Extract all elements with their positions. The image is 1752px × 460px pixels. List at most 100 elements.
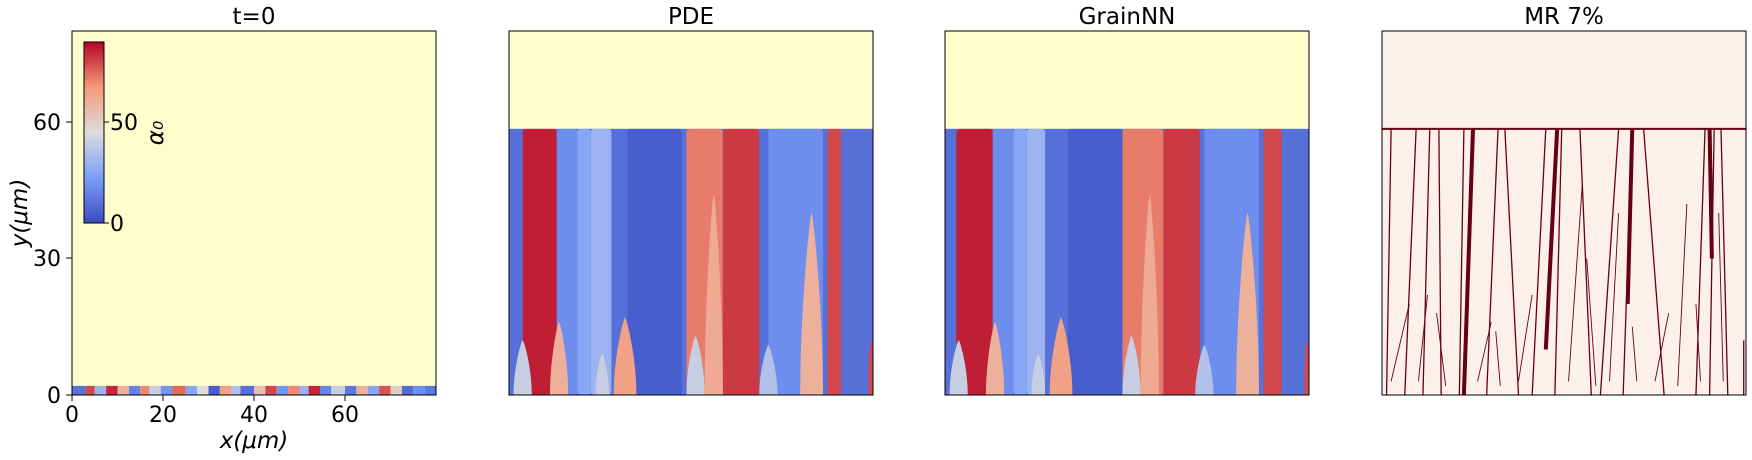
grain-spike bbox=[686, 335, 705, 395]
grain-spike bbox=[1236, 213, 1259, 395]
seed-grain bbox=[390, 385, 402, 395]
seed-grain bbox=[197, 385, 209, 395]
grain-branch bbox=[1390, 303, 1410, 382]
grain-branch bbox=[1477, 322, 1492, 382]
grain-spike bbox=[704, 194, 723, 395]
grain-boundary bbox=[1504, 128, 1520, 395]
grain-spike bbox=[549, 322, 569, 395]
grain-branch bbox=[1654, 313, 1670, 382]
seed-grain bbox=[140, 385, 150, 395]
panel-title: GrainNN bbox=[1079, 4, 1176, 30]
grain-spike bbox=[1031, 354, 1046, 395]
seed-grain bbox=[208, 385, 220, 395]
seed-grain bbox=[254, 385, 266, 395]
y-tick-label: 60 bbox=[33, 111, 61, 136]
grain-boundary-thick bbox=[1543, 128, 1560, 350]
seed-grain bbox=[413, 385, 425, 395]
grain-spike bbox=[800, 213, 823, 395]
grain-boundary bbox=[1708, 128, 1715, 395]
seed-grain bbox=[117, 385, 129, 395]
seed-grain bbox=[379, 385, 391, 395]
x-tick-label: 20 bbox=[149, 403, 177, 428]
panel-title: PDE bbox=[668, 4, 714, 30]
grain-boundary bbox=[1579, 128, 1592, 395]
y-tick-label: 30 bbox=[33, 247, 61, 272]
seed-grain bbox=[231, 385, 241, 395]
grain-column bbox=[992, 128, 1014, 395]
seed-grain bbox=[424, 385, 436, 395]
seed-grain bbox=[331, 385, 345, 395]
grain-branch bbox=[1718, 212, 1724, 382]
grain-column bbox=[956, 128, 993, 395]
x-tick-label: 0 bbox=[65, 403, 79, 428]
seed-grain bbox=[106, 385, 118, 395]
grain-spike bbox=[595, 354, 610, 395]
x-tick-label: 60 bbox=[331, 403, 359, 428]
grain-column bbox=[1026, 128, 1046, 395]
grain-boundary bbox=[1599, 128, 1620, 395]
grain-branch bbox=[1677, 203, 1688, 386]
seed-grain bbox=[94, 385, 107, 395]
grain-column bbox=[1163, 128, 1200, 395]
grain-boundary bbox=[1422, 128, 1431, 395]
seed-grain bbox=[172, 385, 186, 395]
grain-branch bbox=[1495, 331, 1501, 386]
seed-grain bbox=[160, 385, 173, 395]
grain-spike bbox=[613, 317, 637, 395]
grain-branch bbox=[1609, 212, 1620, 382]
colorbar-tick-label: 50 bbox=[110, 111, 138, 136]
panel-background bbox=[1382, 31, 1746, 395]
seed-grain bbox=[345, 385, 357, 395]
grain-boundary bbox=[1385, 128, 1392, 395]
grain-spike bbox=[513, 340, 532, 395]
grain-column bbox=[1013, 128, 1027, 395]
grain-spike bbox=[759, 344, 778, 395]
panel-mr: MR 7% bbox=[1381, 4, 1747, 396]
seed-grain bbox=[149, 385, 161, 395]
seed-grain bbox=[265, 385, 277, 395]
panel-t0: t=0 0 20 40 60 x(μm) 0 30 60 y(μm) bbox=[7, 4, 437, 454]
grain-column bbox=[590, 128, 612, 395]
y-axis: 0 30 60 y(μm) bbox=[7, 111, 72, 409]
grain-branch bbox=[1518, 294, 1533, 382]
y-axis-label: y(μm) bbox=[7, 179, 33, 249]
grain-spike bbox=[1140, 194, 1159, 395]
x-axis: 0 20 40 60 x(μm) bbox=[65, 395, 359, 454]
seed-grain bbox=[276, 385, 289, 395]
panel-grainnn: GrainNN bbox=[944, 4, 1310, 396]
seed-grain bbox=[319, 385, 332, 395]
grain-branch bbox=[1695, 303, 1701, 382]
grain-boundary bbox=[1404, 128, 1417, 395]
grain-boundary-thick bbox=[1625, 128, 1635, 305]
grain-field bbox=[945, 128, 1309, 395]
y-tick-label: 0 bbox=[47, 384, 61, 409]
grain-boundary bbox=[1720, 128, 1729, 395]
grain-boundary bbox=[1554, 128, 1563, 395]
x-axis-label: x(μm) bbox=[219, 428, 289, 454]
grain-spike bbox=[985, 322, 1005, 395]
grain-column bbox=[1067, 128, 1123, 395]
grain-branch bbox=[1417, 294, 1428, 382]
seed-grain bbox=[240, 385, 254, 395]
grain-column bbox=[577, 128, 591, 395]
grain-boundary-thick bbox=[1461, 128, 1475, 395]
seed-grain bbox=[356, 385, 368, 395]
grain-boundary bbox=[1458, 128, 1465, 395]
seed-grain bbox=[72, 385, 86, 395]
grain-branch bbox=[1631, 326, 1638, 382]
seed-grain bbox=[308, 385, 320, 395]
grain-spike bbox=[868, 340, 873, 395]
x-tick-label: 40 bbox=[240, 403, 268, 428]
colorbar-tick-label: 0 bbox=[110, 212, 124, 237]
grain-column bbox=[627, 128, 682, 395]
seed-grain bbox=[288, 385, 300, 395]
grain-column bbox=[522, 128, 557, 395]
seed-grain bbox=[401, 385, 414, 395]
plot-frame bbox=[508, 30, 874, 396]
grain-spike bbox=[1195, 344, 1214, 395]
grain-branch bbox=[1436, 313, 1447, 386]
colorbar-label: α₀ bbox=[143, 121, 169, 145]
panel-pde: PDE bbox=[508, 4, 874, 396]
grain-column bbox=[556, 128, 578, 395]
